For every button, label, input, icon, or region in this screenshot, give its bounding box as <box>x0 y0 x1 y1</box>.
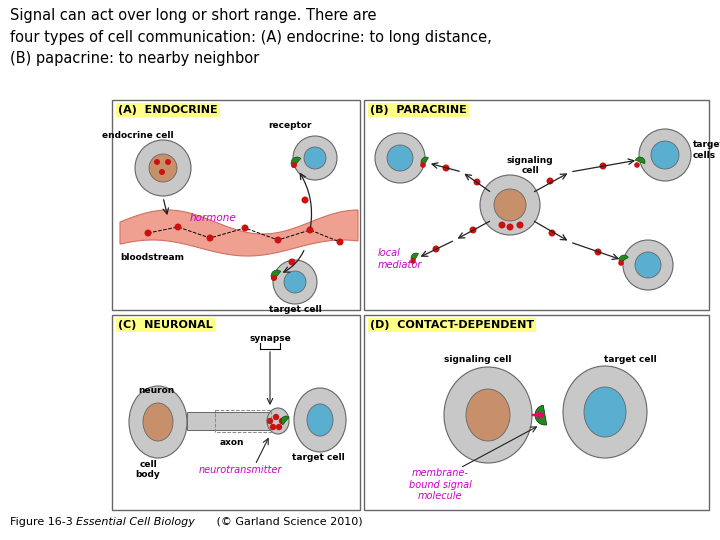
Wedge shape <box>619 255 629 262</box>
Circle shape <box>270 424 276 430</box>
Ellipse shape <box>444 367 532 463</box>
Ellipse shape <box>294 388 346 452</box>
Text: signaling
cell: signaling cell <box>507 156 553 175</box>
Circle shape <box>634 162 640 168</box>
Text: membrane-
bound signal
molecule: membrane- bound signal molecule <box>408 468 472 501</box>
Text: axon: axon <box>220 438 245 447</box>
Circle shape <box>498 221 505 228</box>
Circle shape <box>474 179 480 186</box>
Wedge shape <box>271 270 281 281</box>
Text: Signal can act over long or short range. There are
four types of cell communicat: Signal can act over long or short range.… <box>10 8 492 66</box>
Ellipse shape <box>267 408 289 434</box>
Circle shape <box>145 230 151 237</box>
Circle shape <box>336 239 343 246</box>
Ellipse shape <box>129 386 187 458</box>
Circle shape <box>469 226 477 233</box>
Text: neuron: neuron <box>138 386 174 395</box>
Text: synapse: synapse <box>249 334 291 343</box>
Circle shape <box>516 221 523 228</box>
Wedge shape <box>421 157 428 166</box>
Text: (D)  CONTACT-DEPENDENT: (D) CONTACT-DEPENDENT <box>370 320 534 330</box>
Circle shape <box>267 418 273 424</box>
Text: endocrine cell: endocrine cell <box>102 131 174 140</box>
Circle shape <box>293 136 337 180</box>
Text: (© Garland Science 2010): (© Garland Science 2010) <box>213 517 363 527</box>
Circle shape <box>135 140 191 196</box>
Circle shape <box>284 271 306 293</box>
Text: target cell: target cell <box>292 453 344 462</box>
Circle shape <box>639 129 691 181</box>
Circle shape <box>546 178 554 185</box>
Circle shape <box>433 246 439 253</box>
Circle shape <box>387 145 413 171</box>
Text: target cell: target cell <box>269 305 321 314</box>
Polygon shape <box>120 210 358 256</box>
Circle shape <box>276 424 282 430</box>
Circle shape <box>651 141 679 169</box>
Wedge shape <box>291 157 301 167</box>
Circle shape <box>302 197 308 204</box>
Circle shape <box>618 260 624 266</box>
Circle shape <box>304 147 326 169</box>
Wedge shape <box>535 405 546 425</box>
Text: (C)  NEURONAL: (C) NEURONAL <box>118 320 212 330</box>
Circle shape <box>154 159 160 165</box>
Circle shape <box>159 169 165 175</box>
Circle shape <box>410 258 416 264</box>
Text: target cell: target cell <box>603 355 657 364</box>
Circle shape <box>271 275 277 281</box>
Ellipse shape <box>307 404 333 436</box>
Bar <box>112 100 360 310</box>
Text: bloodstream: bloodstream <box>120 253 184 262</box>
Wedge shape <box>635 157 645 164</box>
Text: signaling cell: signaling cell <box>444 355 512 364</box>
Circle shape <box>420 162 426 168</box>
Bar <box>364 315 709 510</box>
Text: (B)  PARACRINE: (B) PARACRINE <box>370 105 467 115</box>
Text: target
cells: target cells <box>693 140 720 160</box>
Circle shape <box>289 259 295 266</box>
Wedge shape <box>281 416 289 425</box>
Circle shape <box>165 159 171 165</box>
Text: Figure 16-3: Figure 16-3 <box>10 517 80 527</box>
Circle shape <box>174 224 181 231</box>
Wedge shape <box>411 253 418 262</box>
Circle shape <box>241 225 248 232</box>
Text: receptor: receptor <box>269 121 312 130</box>
Circle shape <box>635 252 661 278</box>
Ellipse shape <box>466 389 510 441</box>
Text: Essential Cell Biology: Essential Cell Biology <box>76 517 195 527</box>
Text: hormone: hormone <box>190 213 237 223</box>
Text: (A)  ENDOCRINE: (A) ENDOCRINE <box>118 105 217 115</box>
Circle shape <box>494 189 526 221</box>
Circle shape <box>291 162 297 168</box>
Circle shape <box>307 226 313 233</box>
Circle shape <box>274 237 282 244</box>
Circle shape <box>506 224 513 231</box>
Ellipse shape <box>584 387 626 437</box>
Circle shape <box>149 154 177 182</box>
Circle shape <box>443 165 449 172</box>
Text: local
mediator: local mediator <box>378 248 423 269</box>
Circle shape <box>595 248 601 255</box>
Bar <box>112 315 360 510</box>
Text: neurotransmitter: neurotransmitter <box>198 465 282 475</box>
Bar <box>215 410 271 432</box>
Ellipse shape <box>143 403 173 441</box>
Circle shape <box>273 414 279 420</box>
Text: cell
body: cell body <box>135 460 161 480</box>
Circle shape <box>273 260 317 304</box>
Circle shape <box>600 163 606 170</box>
Circle shape <box>480 175 540 235</box>
Polygon shape <box>187 412 270 430</box>
Circle shape <box>207 234 214 241</box>
Ellipse shape <box>563 366 647 458</box>
Circle shape <box>623 240 673 290</box>
Bar <box>364 100 709 310</box>
Circle shape <box>279 418 285 424</box>
Circle shape <box>549 230 556 237</box>
Circle shape <box>375 133 425 183</box>
